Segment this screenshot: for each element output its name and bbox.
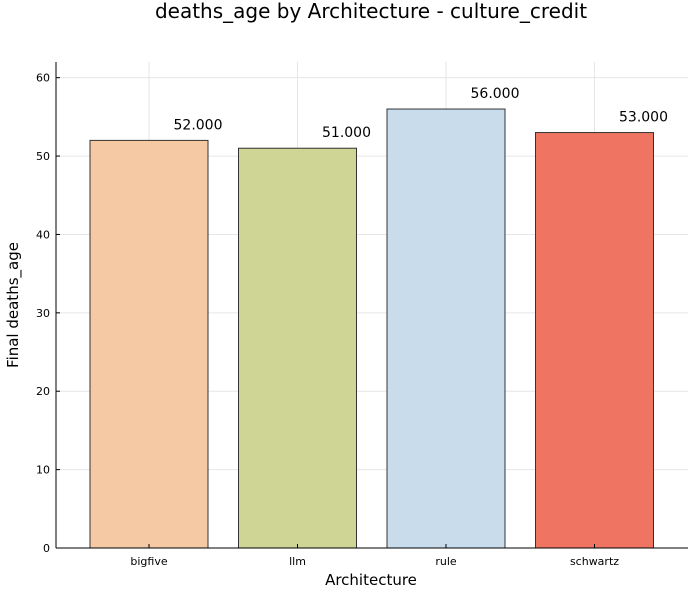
- x-tick-label-llm: llm: [289, 555, 306, 568]
- bar-schwartz: [535, 132, 654, 549]
- y-tick-label: 50: [36, 150, 50, 163]
- bar-rule: [386, 108, 506, 549]
- y-tick-label: 0: [43, 542, 50, 555]
- x-tick-label-rule: rule: [435, 555, 457, 568]
- bars: [89, 108, 654, 549]
- data-label-schwartz: 53.000: [619, 110, 668, 126]
- y-tick-label: 40: [36, 228, 50, 241]
- x-tick-label-schwartz: schwartz: [570, 555, 619, 568]
- y-axis-label: Final deaths_age: [4, 242, 23, 368]
- y-tick-label: 10: [36, 464, 50, 477]
- bar-llm: [238, 147, 357, 549]
- data-label-llm: 51.000: [322, 125, 371, 141]
- axes: [55, 62, 688, 549]
- data-label-bigfive: 52.000: [174, 117, 223, 133]
- y-tick-label: 30: [36, 307, 50, 320]
- y-ticks: 0 10 20 30 40 50 60: [36, 72, 60, 555]
- bar-bigfive: [89, 139, 209, 549]
- y-tick-label: 60: [36, 72, 50, 85]
- y-tick-label: 20: [36, 385, 50, 398]
- data-label-rule: 56.000: [471, 86, 520, 102]
- x-axis-label: Architecture: [325, 571, 417, 589]
- x-ticks: bigfive llm rule schwartz: [130, 544, 619, 568]
- chart-title: deaths_age by Architecture - culture_cre…: [155, 0, 587, 23]
- data-labels: 52.000 51.000 56.000 53.000: [174, 86, 669, 141]
- x-tick-label-bigfive: bigfive: [130, 555, 167, 568]
